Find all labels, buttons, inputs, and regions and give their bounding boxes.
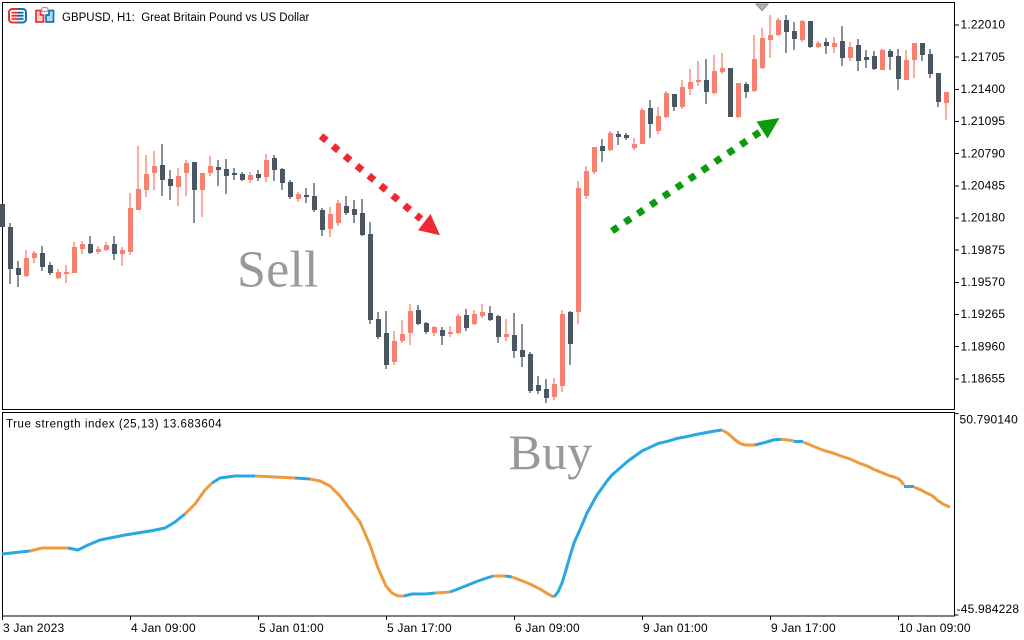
svg-text:GBPUSD, H1: Great Britain Pou: GBPUSD, H1: Great Britain Pound vs US Do… xyxy=(62,12,310,24)
svg-text:1.20485: 1.20485 xyxy=(961,179,1006,193)
svg-text:4 Jan 09:00: 4 Jan 09:00 xyxy=(131,621,196,635)
svg-text:1.18960: 1.18960 xyxy=(961,339,1006,353)
svg-text:True strength index (25,13) 13: True strength index (25,13) 13.683604 xyxy=(6,419,222,431)
svg-text:Buy: Buy xyxy=(509,424,593,480)
svg-text:1.22010: 1.22010 xyxy=(961,18,1006,32)
svg-text:3 Jan 2023: 3 Jan 2023 xyxy=(3,621,65,635)
svg-text:1.21095: 1.21095 xyxy=(961,114,1006,128)
svg-text:5 Jan 17:00: 5 Jan 17:00 xyxy=(387,621,452,635)
svg-text:50.790140: 50.790140 xyxy=(960,413,1019,427)
svg-text:6 Jan 09:00: 6 Jan 09:00 xyxy=(515,621,580,635)
svg-text:Sell: Sell xyxy=(237,242,319,299)
svg-text:-45.984228: -45.984228 xyxy=(957,602,1020,616)
svg-text:1.21400: 1.21400 xyxy=(961,82,1006,96)
svg-text:1.20180: 1.20180 xyxy=(961,211,1006,225)
svg-text:1.19570: 1.19570 xyxy=(961,275,1006,289)
svg-text:9 Jan 17:00: 9 Jan 17:00 xyxy=(771,621,836,635)
svg-text:10 Jan 09:00: 10 Jan 09:00 xyxy=(899,621,971,635)
svg-text:1.18655: 1.18655 xyxy=(961,372,1006,386)
svg-text:1.19265: 1.19265 xyxy=(961,307,1006,321)
svg-text:5 Jan 01:00: 5 Jan 01:00 xyxy=(259,621,324,635)
svg-text:1.19875: 1.19875 xyxy=(961,243,1006,257)
svg-text:1.21705: 1.21705 xyxy=(961,50,1006,64)
svg-text:9 Jan 01:00: 9 Jan 01:00 xyxy=(643,621,708,635)
svg-text:1.20790: 1.20790 xyxy=(961,146,1006,160)
